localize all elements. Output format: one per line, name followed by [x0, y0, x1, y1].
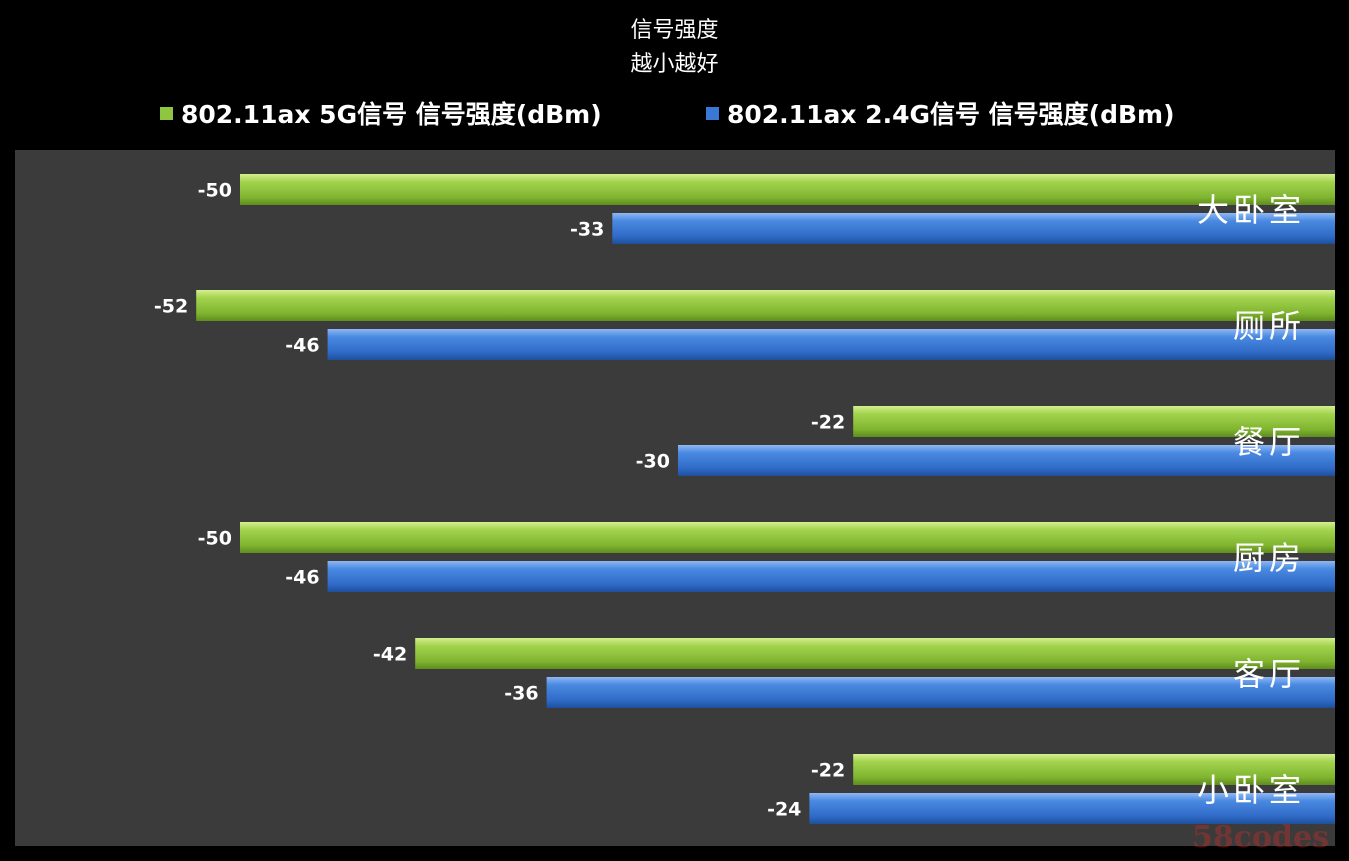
bar-2-4g-0 — [612, 213, 1335, 244]
data-label-2-4g-5: -24 — [767, 799, 801, 821]
category-label-1: 厕所 — [1233, 307, 1305, 345]
bar-5g-1 — [196, 290, 1335, 321]
legend-swatch-2-4g — [706, 106, 719, 120]
watermark: 58codes — [1192, 820, 1329, 855]
bar-5g-2 — [853, 406, 1335, 437]
bar-5g-0 — [240, 174, 1335, 205]
bar-5g-3 — [240, 522, 1335, 553]
bar-2-4g-4 — [546, 677, 1335, 708]
category-label-0: 大卧室 — [1197, 191, 1305, 229]
legend-label-5g: 802.11ax 5G信号 信号强度(dBm) — [181, 100, 602, 129]
legend-item-2-4g: 802.11ax 2.4G信号 信号强度(dBm) — [706, 95, 1175, 131]
bar-5g-5 — [853, 754, 1335, 785]
legend-label-2-4g: 802.11ax 2.4G信号 信号强度(dBm) — [727, 100, 1175, 129]
data-label-2-4g-3: -46 — [285, 567, 319, 589]
category-label-2: 餐厅 — [1233, 423, 1305, 461]
plot-area: -50 -33 大卧室 -52 -46 厕所 -22 -30 餐厅 -50 -46 厨房 -42 -36 客… — [15, 150, 1335, 846]
category-label-4: 客厅 — [1233, 655, 1305, 693]
plot-background — [15, 150, 1335, 846]
bar-2-4g-2 — [678, 445, 1335, 476]
data-label-2-4g-2: -30 — [636, 451, 670, 473]
data-label-2-4g-4: -36 — [504, 683, 538, 705]
data-label-5g-4: -42 — [373, 644, 407, 666]
data-label-5g-5: -22 — [811, 760, 845, 782]
bar-2-4g-3 — [327, 561, 1335, 592]
data-label-5g-3: -50 — [198, 528, 232, 550]
category-label-5: 小卧室 — [1197, 771, 1305, 809]
bar-2-4g-5 — [809, 793, 1335, 824]
legend: 802.11ax 5G信号 信号强度(dBm) 802.11ax 2.4G信号 … — [0, 95, 1349, 129]
data-label-2-4g-1: -46 — [285, 335, 319, 357]
chart-title-line-2: 越小越好 — [630, 52, 719, 77]
legend-swatch-5g — [160, 106, 173, 120]
bar-2-4g-1 — [327, 329, 1335, 360]
bar-5g-4 — [415, 638, 1335, 669]
chart-title-line-1: 信号强度 — [630, 18, 719, 43]
data-label-5g-2: -22 — [811, 412, 845, 434]
data-label-5g-1: -52 — [154, 296, 188, 318]
data-label-2-4g-0: -33 — [570, 219, 604, 241]
data-label-5g-0: -50 — [198, 180, 232, 202]
legend-item-5g: 802.11ax 5G信号 信号强度(dBm) — [160, 95, 602, 131]
category-label-3: 厨房 — [1233, 539, 1305, 577]
